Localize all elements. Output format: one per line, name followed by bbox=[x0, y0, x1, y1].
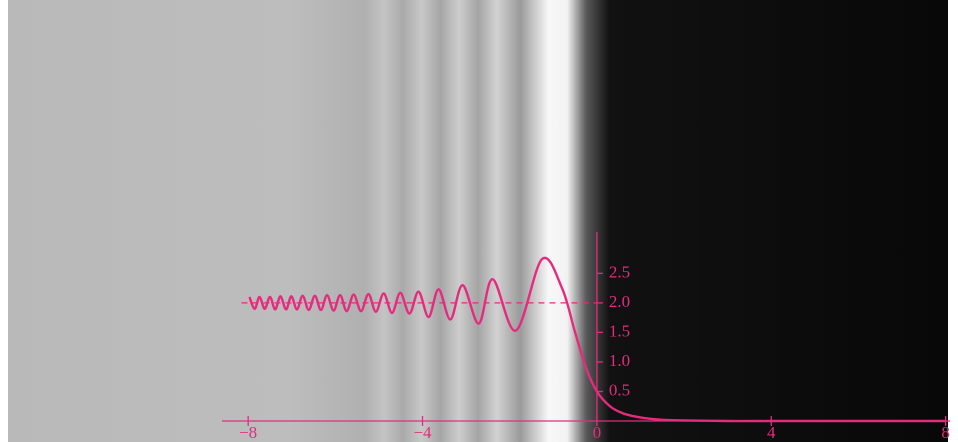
background-photo bbox=[8, 0, 948, 442]
y-tick-label: 2.0 bbox=[609, 292, 630, 311]
intensity-curve bbox=[248, 256, 946, 423]
y-tick-label: 1.0 bbox=[609, 351, 630, 370]
x-tick-label: −4 bbox=[413, 423, 432, 442]
y-tick-label: 1.5 bbox=[609, 321, 630, 340]
y-tick-label: 0.5 bbox=[609, 380, 630, 399]
y-tick-label: 2.5 bbox=[609, 262, 630, 281]
x-tick-label: 8 bbox=[941, 423, 950, 442]
x-tick-label: 4 bbox=[767, 423, 776, 442]
x-tick-label: −8 bbox=[239, 423, 257, 442]
x-tick-label: 0 bbox=[593, 423, 602, 442]
